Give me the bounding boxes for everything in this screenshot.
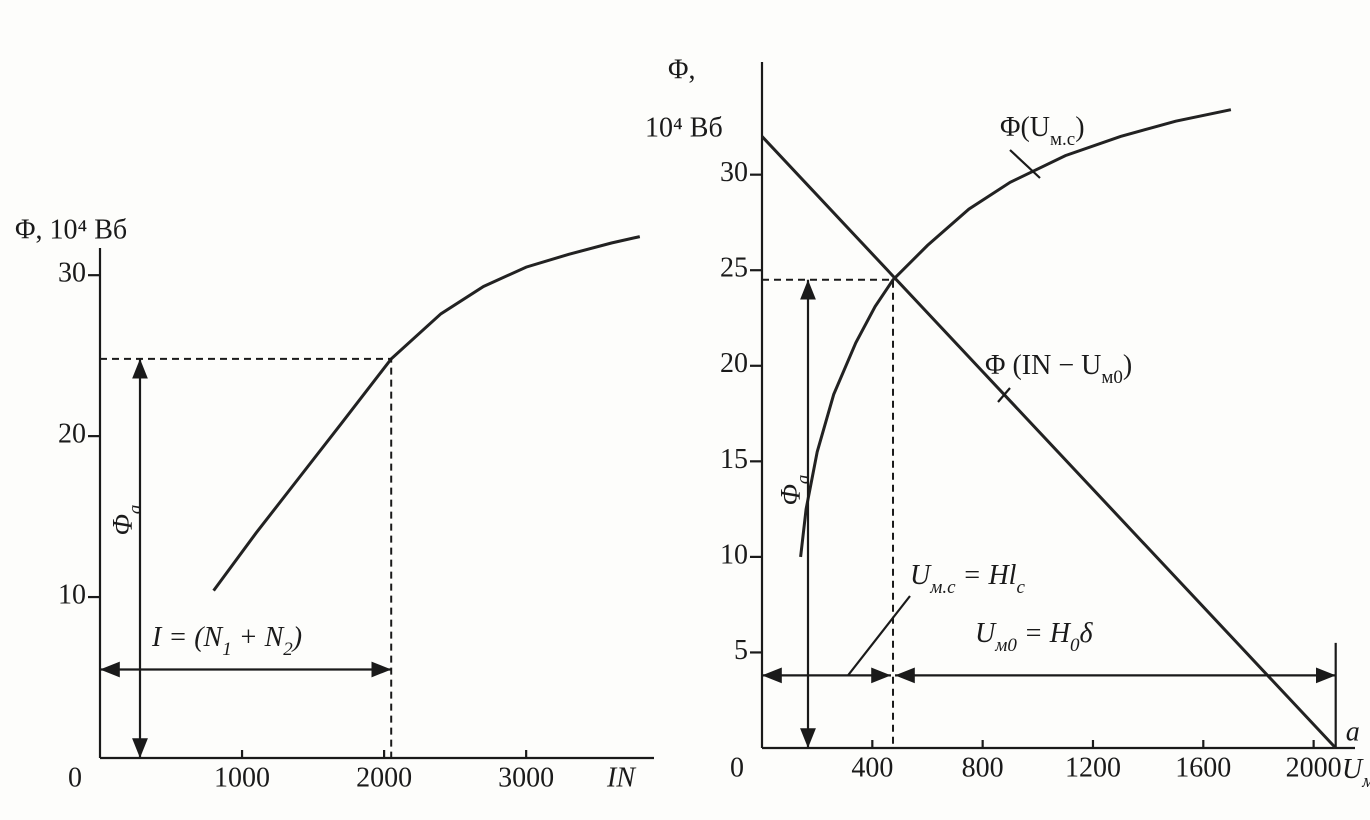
x-tick-label: 400 [851, 752, 893, 783]
gap-label-part: м0 [994, 635, 1017, 656]
core-label: Uм.с = Hlc [910, 560, 1025, 597]
mmf-label-part: + N [232, 622, 285, 653]
flux-label-part: Φ [108, 514, 139, 535]
x-tick-label: 800 [962, 752, 1004, 783]
gap-label: Uм0 = H0δ [975, 618, 1094, 655]
y-tick-label: 15 [720, 444, 748, 475]
curve-label-part: ) [1075, 112, 1084, 143]
curve-label-part: м0 [1101, 367, 1123, 388]
curve-label: Φ(Uм.с) [1000, 112, 1085, 149]
flux-label: Φa [108, 505, 145, 536]
y-axis-label: 10⁴ Вб [645, 112, 723, 143]
curve-label: Φ (IN − Uм0) [985, 350, 1132, 387]
x-tick-label: 2000 [356, 762, 412, 793]
flux-label: Φa [776, 475, 813, 506]
y-tick-label: 30 [58, 258, 86, 289]
x-tick-label: 0 [730, 752, 744, 783]
mmf-label-part: I = (N [151, 622, 224, 653]
y-tick-label: 20 [720, 348, 748, 379]
curve-label-part: ) [1123, 350, 1132, 381]
y-tick-label: 25 [720, 253, 748, 284]
y-tick-label: 10 [58, 579, 86, 610]
mmf-label-part: 1 [222, 639, 232, 660]
gap-label-part: U [975, 618, 997, 649]
point-label: a [1346, 716, 1360, 747]
x-axis-label-part: U [1342, 754, 1364, 785]
core-label-part: c [1016, 577, 1025, 598]
x-tick-label: 2000 [1286, 752, 1342, 783]
x-tick-label: 1200 [1065, 752, 1121, 783]
label-leader [997, 387, 1011, 403]
gap-label-part: δ [1080, 618, 1094, 649]
mmf-label-part: ) [291, 622, 302, 653]
y-tick-label: 20 [58, 419, 86, 450]
curve-label-part: Φ(U [1000, 112, 1050, 143]
flux-label-part: a [793, 475, 814, 485]
y-axis-label: Φ, [668, 54, 695, 85]
x-tick-label: 1000 [214, 762, 270, 793]
y-tick-label: 30 [720, 157, 748, 188]
y-tick-label: 10 [720, 539, 748, 570]
y-tick-label: 5 [734, 635, 748, 666]
curve [799, 108, 1232, 558]
core-leader [847, 595, 911, 677]
operating-point-guide [100, 357, 393, 758]
x-axis-label: IN [606, 762, 636, 793]
gap-label-part: 0 [1070, 635, 1080, 656]
curve-label-part: Φ (IN − U [985, 350, 1101, 381]
flux-label-part: Φ [776, 484, 807, 505]
core-label-part: U [910, 560, 932, 591]
core-label-part: м.с [929, 577, 956, 598]
gap-label-part: = H [1017, 618, 1072, 649]
mmf-label: I = (N1 + N2) [151, 622, 302, 659]
x-axis-label-part: м [1361, 771, 1370, 792]
x-tick-label: 3000 [498, 762, 554, 793]
mmf-label-part: 2 [283, 639, 293, 660]
x-tick-label: 1600 [1175, 752, 1231, 783]
core-label-part: = Hl [956, 560, 1017, 591]
flux-label-part: a [125, 505, 146, 515]
x-tick-label: 0 [68, 762, 82, 793]
curve [760, 135, 1337, 750]
y-axis-label: Φ, 10⁴ Вб [15, 214, 127, 245]
curve [212, 235, 641, 592]
x-axis-label: Uм [1342, 754, 1370, 791]
operating-point-guide [762, 278, 895, 748]
curve-label-part: м.с [1050, 129, 1075, 150]
label-leader [1009, 149, 1041, 179]
